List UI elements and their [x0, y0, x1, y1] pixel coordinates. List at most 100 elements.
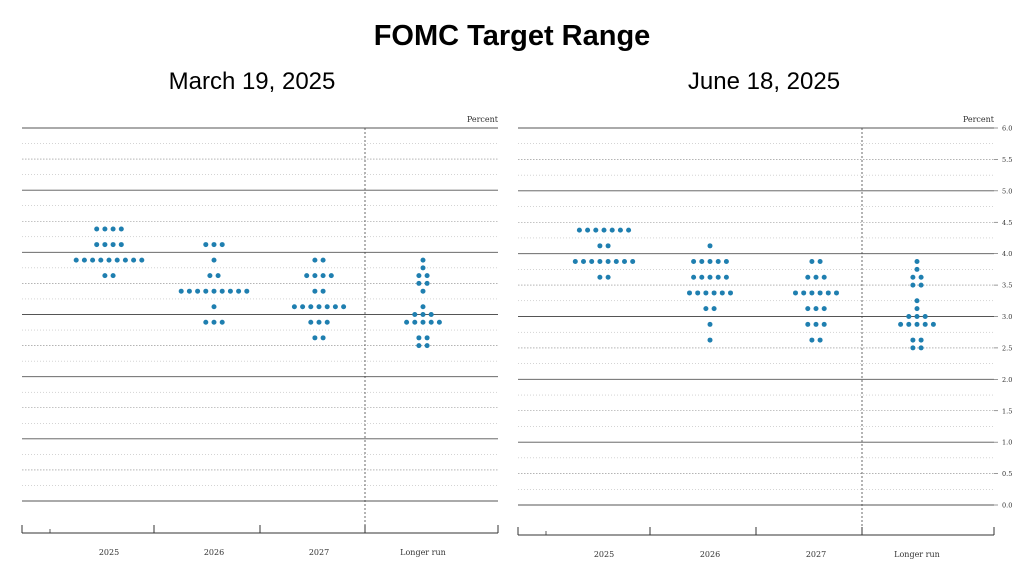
dot-mark	[428, 312, 434, 317]
dot-mark	[821, 274, 827, 280]
dot-mark	[203, 288, 209, 294]
dot-mark	[416, 343, 422, 349]
dot-mark	[922, 314, 928, 319]
dot-mark	[139, 257, 145, 263]
dot-mark	[73, 257, 79, 263]
dot-mark	[589, 259, 595, 265]
dot-mark	[178, 288, 184, 294]
dot-mark	[320, 257, 326, 263]
dot-mark	[834, 290, 839, 296]
dot-mark	[308, 319, 314, 325]
dot-mark	[227, 288, 233, 294]
dot-mark	[922, 321, 928, 327]
y-tick-label: 6.0	[1002, 125, 1012, 133]
y-tick-label: 3.0	[1002, 313, 1012, 321]
dot-mark	[420, 257, 426, 263]
dot-mark	[813, 306, 819, 312]
dot-mark	[424, 273, 430, 279]
dot-mark	[630, 259, 636, 265]
dot-mark	[203, 319, 209, 325]
dot-mark	[723, 274, 729, 280]
dot-mark	[312, 335, 318, 341]
dot-mark	[703, 290, 709, 296]
dot-mark	[332, 304, 338, 310]
dot-mark	[416, 335, 422, 341]
dot-mark	[211, 319, 217, 325]
dot-mark	[424, 335, 430, 341]
dot-mark	[914, 266, 920, 272]
dot-mark	[613, 259, 619, 265]
dot-mark	[102, 242, 108, 248]
dot-mark	[914, 314, 920, 319]
dot-mark	[420, 312, 426, 317]
dot-mark	[122, 257, 128, 263]
unit-label: Percent	[963, 115, 995, 124]
dot-mark	[703, 306, 709, 312]
dot-mark	[821, 321, 827, 327]
unit-label: Percent	[467, 115, 499, 124]
dot-plot-march-svg: Percent 2025 2026 2027 Longer run	[21, 115, 499, 557]
dot-mark	[211, 257, 217, 263]
y-tick-label: 4.5	[1002, 219, 1012, 227]
dot-mark	[585, 227, 591, 233]
dot-mark	[94, 242, 100, 248]
dot-mark	[300, 304, 306, 310]
dot-mark	[918, 274, 924, 280]
dot-mark	[308, 304, 314, 310]
y-tick-label: 2.5	[1002, 344, 1012, 352]
dot-mark	[821, 306, 827, 312]
dot-mark	[699, 259, 705, 265]
x-tick-label: 2026	[700, 550, 720, 559]
x-tick-label: 2025	[594, 550, 614, 559]
dot-mark	[715, 274, 721, 280]
dot-mark	[572, 259, 578, 265]
dot-mark	[715, 259, 721, 265]
dot-mark	[324, 304, 330, 310]
dot-mark	[793, 290, 798, 296]
dot-mark	[906, 321, 912, 327]
dot-mark	[910, 274, 916, 280]
dot-mark	[94, 226, 100, 232]
dot-mark	[813, 321, 819, 327]
dot-mark	[412, 319, 418, 325]
dot-mark	[910, 337, 916, 343]
dot-mark	[404, 319, 410, 325]
dot-mark	[416, 280, 422, 286]
dot-mark	[207, 273, 213, 279]
dot-mark	[813, 274, 819, 280]
dot-mark	[118, 226, 124, 232]
dot-mark	[320, 273, 326, 279]
dot-mark	[211, 304, 217, 310]
dot-mark	[236, 288, 242, 294]
dot-mark	[711, 306, 717, 312]
dot-mark	[420, 304, 426, 310]
dot-mark	[597, 243, 603, 249]
x-tick-label: 2027	[309, 548, 329, 557]
dot-mark	[195, 288, 201, 294]
dot-mark	[98, 257, 104, 263]
y-tick-label: 3.5	[1002, 282, 1012, 290]
y-tick-label: 0.5	[1002, 470, 1012, 478]
dot-mark	[312, 273, 318, 279]
x-tick-label: Longer run	[894, 550, 940, 559]
dot-mark	[817, 337, 823, 343]
dot-mark	[930, 321, 936, 327]
dot-mark	[809, 337, 815, 343]
dot-mark	[110, 242, 116, 248]
dot-mark	[312, 288, 318, 294]
dot-mark	[910, 282, 916, 288]
dot-mark	[324, 319, 330, 325]
dot-mark	[723, 259, 729, 265]
dot-mark	[914, 298, 920, 304]
dot-mark	[316, 304, 322, 310]
dot-mark	[576, 227, 582, 233]
dot-mark	[711, 290, 717, 296]
dot-mark	[90, 257, 96, 263]
dot-mark	[110, 273, 116, 279]
x-tick-label: 2027	[806, 550, 826, 559]
dot-mark	[914, 259, 920, 265]
y-tick-label: 1.0	[1002, 439, 1012, 447]
dot-mark	[609, 227, 615, 233]
dot-mark	[244, 288, 250, 294]
dot-mark	[131, 257, 137, 263]
